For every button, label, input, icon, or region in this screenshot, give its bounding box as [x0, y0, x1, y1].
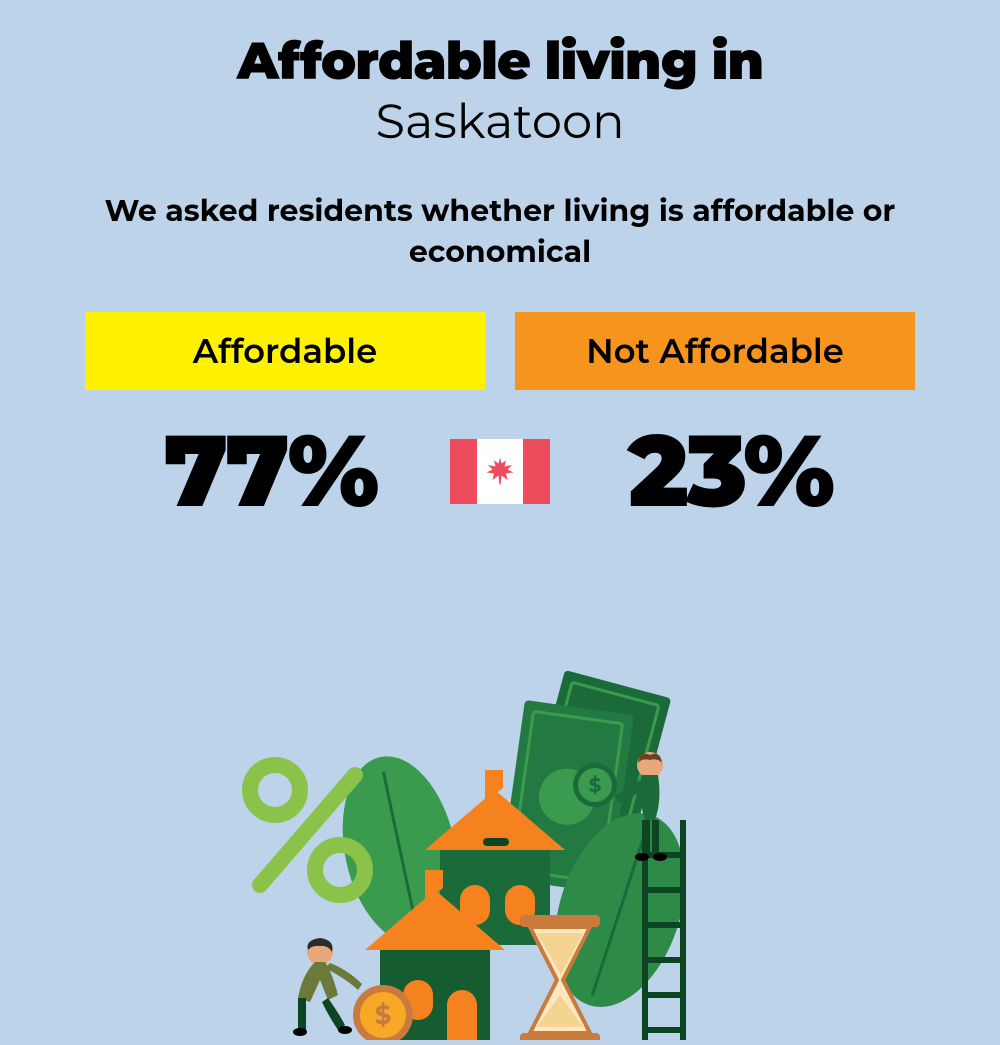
title-line1: Affordable living in [60, 30, 940, 93]
flag-center [477, 439, 523, 504]
svg-text:$: $ [589, 774, 602, 798]
flag-right-bar [523, 439, 550, 504]
svg-text:$: $ [375, 999, 392, 1031]
not-affordable-box: Not Affordable [515, 312, 915, 390]
maple-leaf-icon [485, 456, 515, 486]
affordable-percent: 77% [120, 410, 420, 532]
not-affordable-percent: 23% [580, 410, 880, 532]
title-line2: Saskatoon [60, 93, 940, 151]
flag-left-bar [450, 439, 477, 504]
options-row: Affordable Not Affordable [60, 312, 940, 390]
infographic-container: Affordable living in Saskatoon We asked … [0, 0, 1000, 532]
savings-illustration: $ $ [225, 660, 775, 1040]
affordable-box: Affordable [85, 312, 485, 390]
canada-flag-icon [450, 439, 550, 504]
subtitle-text: We asked residents whether living is aff… [60, 191, 940, 272]
percentages-row: 77% 23% [60, 410, 940, 532]
